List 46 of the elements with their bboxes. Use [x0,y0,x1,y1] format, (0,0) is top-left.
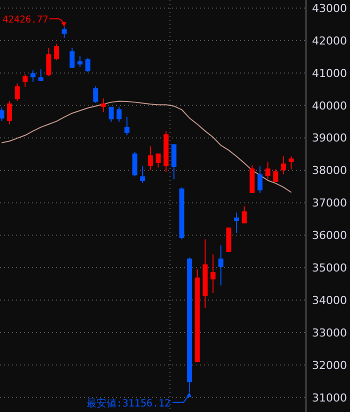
y-tick-label: 31000 [312,391,347,404]
candlestick [22,74,28,88]
candlestick [85,57,90,72]
y-tick-label: 32000 [312,358,347,372]
candlestick [156,153,161,168]
y-tick-label: 43000 [312,2,347,15]
candlestick [265,161,270,180]
candlestick [288,156,294,170]
candlestick [148,146,153,171]
candlestick [14,82,20,102]
candlestick [54,43,59,61]
candlestick [0,106,4,122]
candlestick [70,47,75,68]
candlestick [124,116,130,136]
candlestick [30,70,36,82]
candlestick [38,68,44,82]
candlestick [242,206,247,224]
candlestick [93,86,98,104]
candlestick [108,106,114,122]
candlestick [280,156,286,175]
y-tick-label: 40000 [312,99,347,112]
y-tick-label: 35000 [312,261,347,274]
candlestick [46,47,52,77]
candlestick [140,166,146,184]
line-series [1,100,292,193]
annotation: 42426.77 [2,14,48,26]
y-tick-label: 36000 [312,229,347,242]
candlestick [7,100,12,125]
y-tick-label: 37000 [312,196,347,210]
candlestick [273,168,278,182]
y-tick-label: 38000 [312,164,347,178]
y-tick-label: 41000 [312,66,347,80]
y-tick-label: 39000 [312,132,347,145]
candlestick [234,212,240,234]
candlestick [218,244,224,286]
y-tick-label: 34000 [312,294,347,307]
candlestick [116,106,122,122]
y-tick-label: 33000 [312,326,347,340]
candlestick [77,56,82,68]
candlestick [171,144,176,180]
annotation: 最安値:31156.12 [86,397,171,410]
candlestick [210,254,216,294]
candlestick [132,151,138,177]
candlestick [100,98,106,112]
candlestick [257,166,262,194]
y-tick-label: 42000 [312,34,347,48]
